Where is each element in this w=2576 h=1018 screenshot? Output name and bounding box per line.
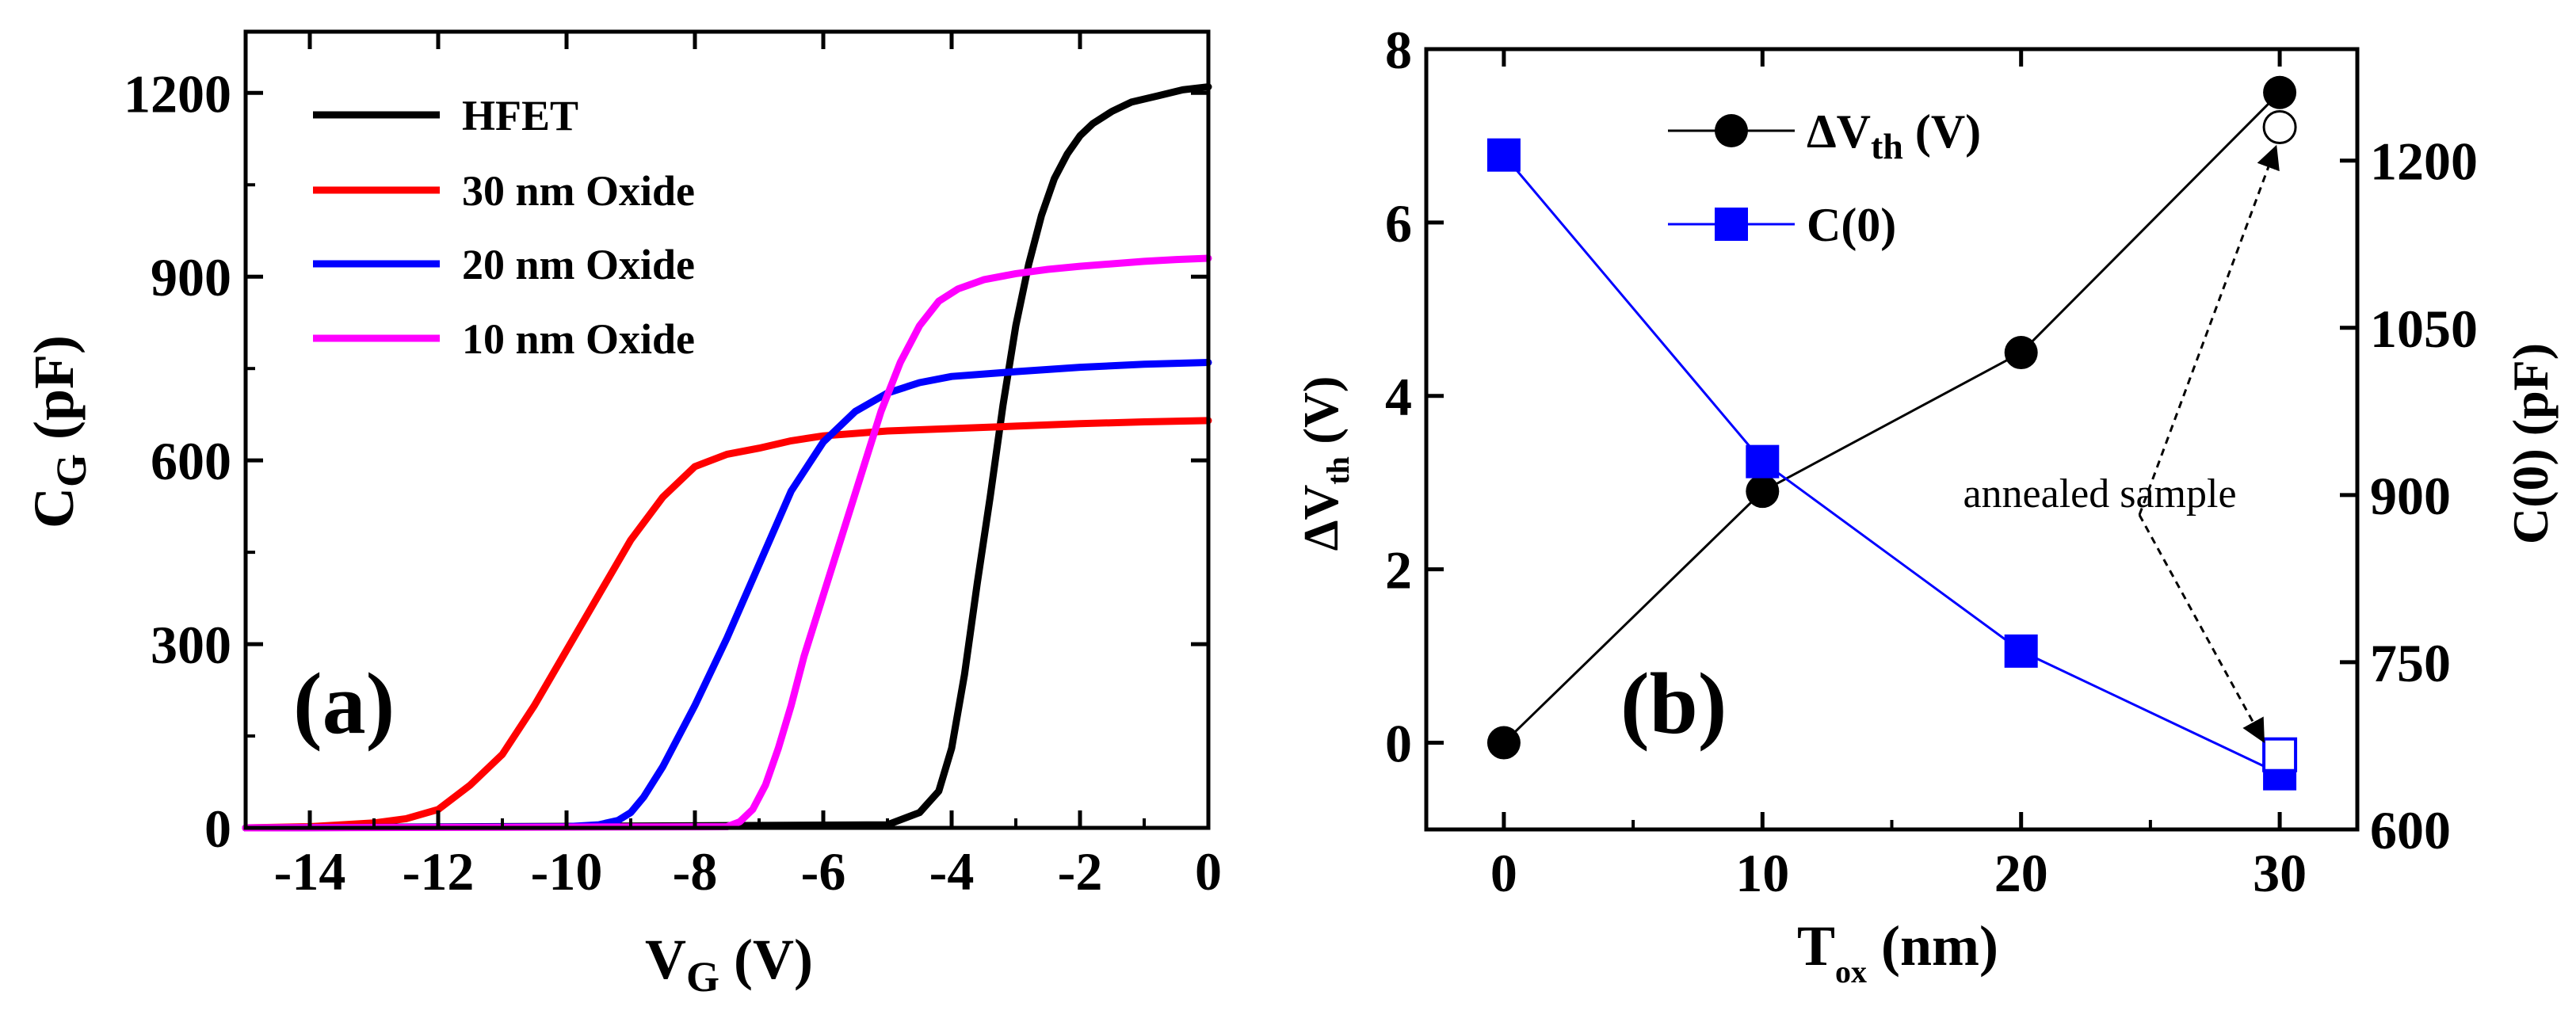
left-y-tick-label: 6 bbox=[1385, 193, 1412, 254]
legend-swatch-c0-marker bbox=[1715, 208, 1748, 241]
data-point-delta-vth bbox=[1746, 475, 1780, 509]
x-tick-label: -4 bbox=[929, 841, 975, 902]
panel-b-right-y-axis-label: C(0) (pF) bbox=[2502, 343, 2559, 544]
legend-label-20nm-oxide: 20 nm Oxide bbox=[462, 241, 695, 288]
data-point-delta-vth bbox=[2263, 75, 2297, 109]
x-tick-label: -8 bbox=[673, 841, 718, 902]
panel-b-label: (b) bbox=[1620, 655, 1727, 752]
series-line-30-nm-oxide bbox=[242, 417, 1212, 832]
data-point-c0 bbox=[1486, 138, 1521, 172]
x-tick-label: 30 bbox=[2253, 843, 2307, 903]
y-tick-label: 300 bbox=[151, 615, 231, 675]
legend-label-30nm-oxide: 30 nm Oxide bbox=[462, 167, 695, 215]
legend-label-hfet: HFET bbox=[462, 92, 578, 139]
right-y-tick-label: 750 bbox=[2370, 633, 2451, 693]
panel-b: 0 10 20 30 0 2 4 6 8 600 750 900 1050 1200 ΔVth (V) C… bbox=[1295, 20, 2559, 989]
x-tick-label: 10 bbox=[1735, 843, 1789, 903]
right-y-tick-label: 1050 bbox=[2370, 299, 2478, 359]
panel-b-series bbox=[1486, 75, 2298, 791]
x-tick-label: -10 bbox=[531, 841, 603, 902]
series-line-v bbox=[1502, 91, 2281, 744]
series-line-hfet bbox=[242, 83, 1212, 832]
panel-b-x-axis-label: Tox (nm) bbox=[1797, 914, 1998, 989]
x-tick-label: 0 bbox=[1490, 843, 1517, 903]
annealed-sample-arrows bbox=[2138, 144, 2280, 743]
data-point-c0 bbox=[2004, 634, 2038, 668]
panel-a-legend: HFET 30 nm Oxide 20 nm Oxide 10 nm Oxide bbox=[313, 92, 695, 363]
annealed-point-c0 bbox=[2262, 737, 2298, 772]
y-tick-label: 0 bbox=[204, 799, 231, 859]
series-line-10-nm-oxide bbox=[242, 254, 1212, 832]
data-point-delta-vth bbox=[1486, 726, 1521, 760]
legend-label-delta-vth: ΔVth (V) bbox=[1807, 105, 1981, 166]
annealed-point-delta-vth bbox=[2262, 110, 2297, 144]
annealed-sample-annotation: annealed sample bbox=[1963, 471, 2236, 517]
panel-a-label: (a) bbox=[293, 655, 395, 752]
panel-a-y-axis-label: CG (pF) bbox=[22, 335, 95, 528]
panel-b-legend: ΔVth (V) C(0) bbox=[1668, 105, 1981, 251]
panel-b-ticks: 0 10 20 30 0 2 4 6 8 600 750 900 1050 1200 bbox=[1385, 20, 2478, 903]
data-point-c0 bbox=[1746, 444, 1780, 478]
y-tick-label: 900 bbox=[151, 247, 231, 307]
data-point-delta-vth bbox=[2004, 336, 2038, 370]
left-y-tick-label: 2 bbox=[1385, 540, 1412, 601]
right-y-tick-label: 1200 bbox=[2370, 132, 2478, 192]
series-line-20-nm-oxide bbox=[242, 359, 1212, 832]
annotation-arrow-to-open-square bbox=[2138, 514, 2265, 743]
legend-swatch-delta-vth-marker bbox=[1715, 114, 1748, 147]
right-y-tick-label: 900 bbox=[2370, 466, 2451, 526]
legend-label-10nm-oxide: 10 nm Oxide bbox=[462, 315, 695, 363]
panel-a: -14 -12 -10 -8 -6 -4 -2 0 0 300 600 900 1200 HFET 30… bbox=[22, 29, 1222, 1001]
legend-label-c0: C(0) bbox=[1807, 199, 1896, 251]
x-tick-label: -2 bbox=[1058, 841, 1103, 902]
panel-b-left-y-axis-label: ΔVth (V) bbox=[1295, 376, 1356, 551]
x-tick-label: 0 bbox=[1195, 841, 1222, 902]
x-tick-label: -6 bbox=[801, 841, 846, 902]
panel-a-ticks: -14 -12 -10 -8 -6 -4 -2 0 0 300 600 900 1200 bbox=[124, 32, 1222, 902]
left-y-tick-label: 8 bbox=[1385, 20, 1412, 80]
y-tick-label: 1200 bbox=[124, 63, 231, 124]
panel-a-x-axis-label: VG (V) bbox=[645, 928, 813, 1001]
series-line-c-0 bbox=[1502, 154, 2280, 775]
left-y-tick-label: 4 bbox=[1385, 367, 1412, 427]
panel-a-series-lines bbox=[242, 83, 1212, 832]
annotation-arrow-to-open-circle bbox=[2138, 144, 2280, 516]
panel-a-plot-frame bbox=[243, 29, 1211, 830]
x-tick-label: 20 bbox=[1994, 843, 2048, 903]
x-tick-label: -14 bbox=[274, 841, 346, 902]
x-tick-label: -12 bbox=[403, 841, 475, 902]
right-y-tick-label: 600 bbox=[2370, 800, 2451, 860]
y-tick-label: 600 bbox=[151, 431, 231, 491]
left-y-tick-label: 0 bbox=[1385, 714, 1412, 774]
